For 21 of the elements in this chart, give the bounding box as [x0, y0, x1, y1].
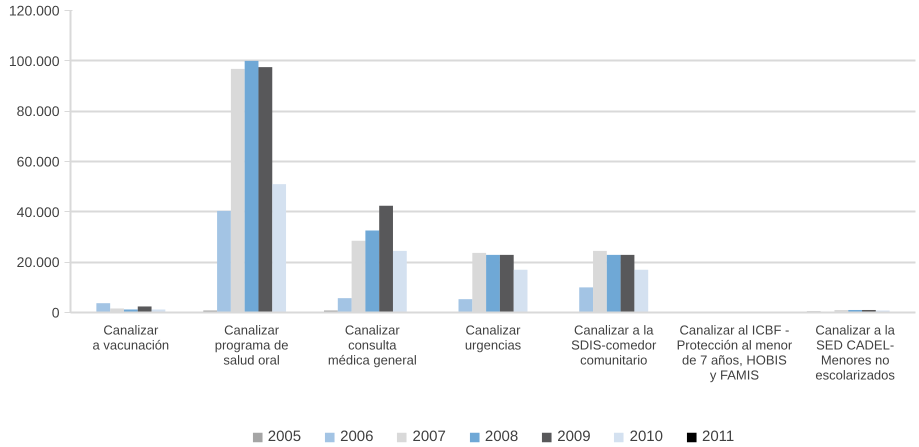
legend-label: 2005 — [268, 428, 302, 445]
y-tick-label: 100.000 — [8, 52, 60, 69]
y-tick-label: 20.000 — [16, 254, 60, 270]
x-tick-label: Canalizar a la SED CADEL- Menores no escolarizados — [815, 322, 896, 382]
legend-label: 2009 — [557, 428, 591, 445]
x-tick-label: Canalizar al ICBF - Protección al menor de 7 años, HOBIS y FAMIS — [676, 322, 793, 382]
x-tick-label: Canalizar a la SDIS-comedor comunitario — [571, 322, 658, 368]
y-tick-label: 60.000 — [16, 154, 60, 170]
legend-label: 2006 — [340, 428, 374, 445]
legend-label: 2007 — [412, 428, 446, 445]
y-tick-label: 40.000 — [16, 204, 60, 220]
x-tick-label: Canalizar consulta médica general — [328, 322, 417, 368]
x-tick-label: Canalizar urgencias — [464, 322, 522, 352]
y-tick-label: 120.000 — [8, 2, 60, 18]
legend-label: 2008 — [484, 428, 518, 445]
y-tick-label: 80.000 — [16, 103, 60, 120]
x-tick-label: Canalizar programa de salud oral — [214, 322, 288, 368]
legend-label: 2011 — [702, 428, 734, 445]
y-tick-label: 0 — [52, 304, 60, 320]
x-tick-label: Canalizar a vacunación — [92, 322, 170, 352]
legend-label: 2010 — [630, 428, 663, 445]
